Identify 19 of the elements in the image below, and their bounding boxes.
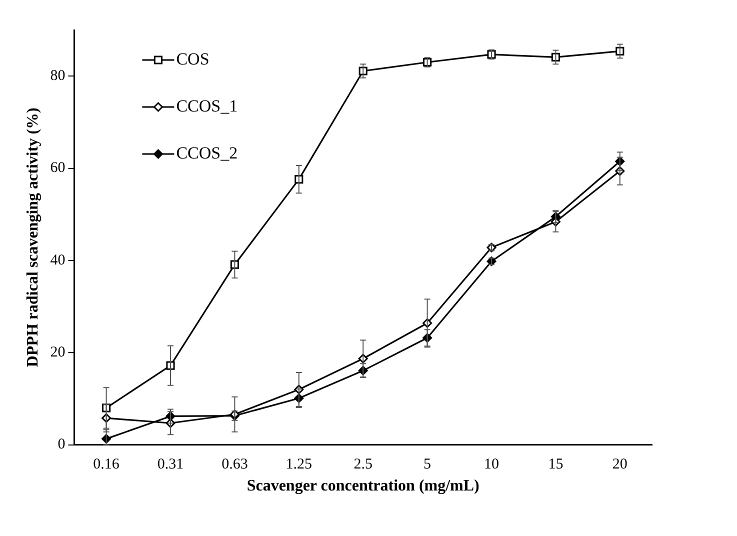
legend-label: CCOS_2 (176, 143, 238, 162)
y-tick-label: 60 (50, 160, 66, 176)
x-tick-label: 2.5 (354, 456, 372, 473)
legend-label: CCOS_1 (176, 96, 238, 116)
x-tick-label: 0.31 (157, 456, 184, 473)
x-tick-label: 5 (424, 456, 432, 473)
y-tick-label: 0 (58, 436, 66, 453)
y-tick-label: 80 (50, 68, 66, 84)
y-tick-label: 40 (50, 252, 66, 268)
x-tick-label: 0.16 (93, 456, 120, 473)
x-tick-label: 1.25 (286, 456, 312, 473)
x-tick-label: 20 (612, 456, 628, 473)
x-axis-title: Scavenger concentration (mg/mL) (246, 478, 480, 495)
x-tick-label: 15 (548, 456, 564, 473)
y-tick-label: 20 (50, 344, 66, 361)
legend-label: COS (176, 49, 210, 68)
x-tick-label: 0.63 (222, 456, 248, 473)
x-tick-label: 10 (484, 456, 499, 473)
y-axis-title: DPPH radical scavenging activity (%) (24, 108, 42, 368)
